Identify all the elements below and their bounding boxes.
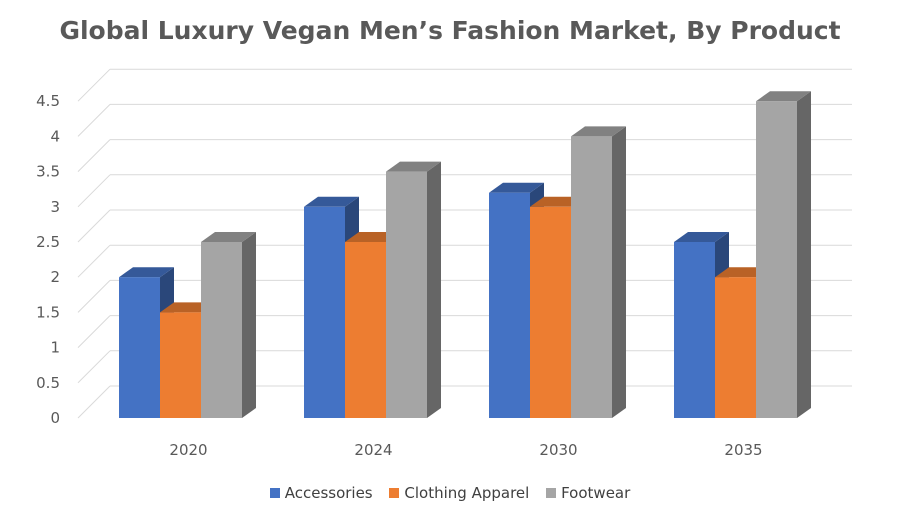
legend-swatch-clothing-apparel [389,488,400,498]
bar-3-1 [715,277,756,418]
x-tick-label-0: 2020 [169,441,207,459]
bar-0-0 [119,277,160,418]
y-tick-label-4: 2 [50,268,60,286]
y-tick-label-7: 3.5 [36,163,60,181]
gridline-side-3 [77,280,111,313]
gridline-side-2 [77,315,111,348]
x-tick-label-1: 2024 [354,441,392,459]
y-tick-label-8: 4 [50,127,60,145]
legend-swatch-footwear [546,488,557,498]
bar-top-1-2 [386,161,441,172]
bar-2-2 [571,136,612,418]
legend-swatch-accessories [269,488,280,498]
y-tick-label-9: 4.5 [36,92,60,110]
bar-top-1-0 [304,196,359,207]
bar-1-2 [386,171,427,418]
bar-2-0 [489,192,530,418]
y-tick-label-1: 0.5 [36,374,60,392]
bar-side-2-2 [612,126,626,419]
legend-label-footwear: Footwear [561,484,631,502]
bar-side-0-2 [242,232,256,418]
x-tick-label-2: 2030 [539,441,577,459]
bar-top-3-0 [674,232,729,242]
gridline-side-6 [77,174,111,208]
bar-0-2 [201,242,242,418]
legend-item-clothing-apparel: Clothing Apparel [389,484,529,502]
y-tick-label-0: 0 [50,409,60,427]
bar-1-0 [304,206,345,418]
gridline-side-9 [77,68,111,102]
legend-label-clothing-apparel: Clothing Apparel [404,484,530,502]
gridline-side-8 [77,104,111,137]
y-tick-label-6: 3 [50,198,60,216]
bar-side-1-2 [427,161,441,418]
y-tick-label-5: 2.5 [36,233,60,251]
bar-top-3-2 [756,91,811,102]
y-tick-label-3: 1.5 [36,303,60,321]
legend: Accessories Clothing Apparel Footwear [0,484,900,502]
bar-top-2-2 [571,126,626,137]
bar-top-2-0 [489,182,544,193]
legend-label-accessories: Accessories [284,484,373,502]
x-tick-label-3: 2035 [724,441,762,459]
gridline-side-5 [77,209,111,243]
gridline-side-4 [77,244,111,278]
bar-top-0-2 [201,232,256,242]
gridline-side-1 [77,350,111,384]
legend-item-footwear: Footwear [546,484,630,502]
bar-top-0-0 [119,267,174,278]
gridline-side-7 [77,139,111,172]
chart-title: Global Luxury Vegan Men’s Fashion Market… [59,16,841,45]
bar-0-1 [160,312,201,418]
bar-side-3-2 [797,91,811,418]
bar-1-1 [345,242,386,418]
legend-item-accessories: Accessories [269,484,373,502]
gridline-side-0 [77,385,111,419]
bar-3-0 [674,242,715,418]
bar-3-2 [756,101,797,418]
bar-2-1 [530,206,571,418]
y-tick-label-2: 1 [50,339,60,357]
